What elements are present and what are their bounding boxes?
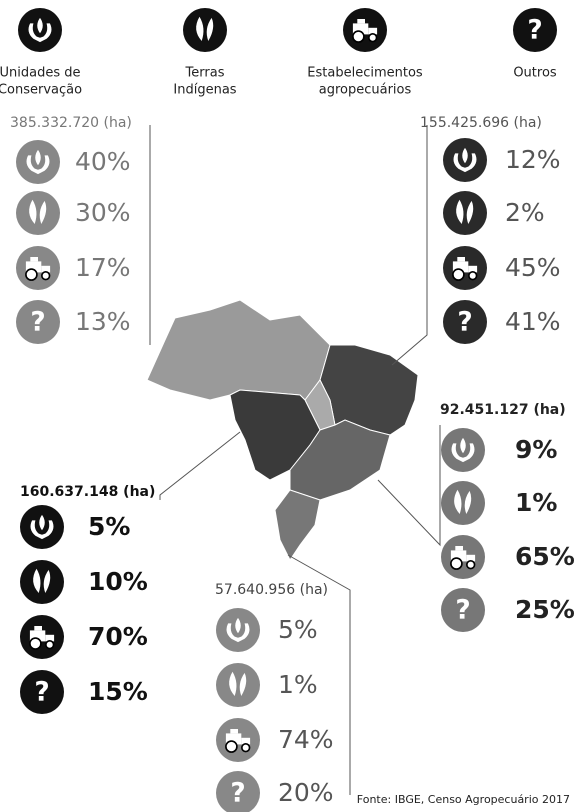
icon: ? — [441, 588, 485, 632]
legend-label: Terras — [185, 66, 225, 81]
icon — [441, 428, 485, 472]
legend-label: Indígenas — [173, 83, 236, 98]
icon: ? — [216, 771, 260, 812]
icon-circle — [513, 8, 557, 52]
icon — [16, 140, 60, 184]
region-area: 92.451.127 (ha) — [440, 402, 566, 418]
region-share: 5% — [278, 615, 318, 644]
icon — [20, 560, 64, 604]
icon-circle — [443, 300, 487, 344]
region-share: 13% — [75, 307, 131, 336]
icon-circle — [441, 588, 485, 632]
icon-circle — [216, 663, 260, 707]
icon — [16, 246, 60, 290]
icon-glyph: ? — [455, 595, 470, 626]
icon-circle — [183, 8, 227, 52]
icon-circle — [20, 560, 64, 604]
region-share: 1% — [278, 670, 318, 699]
connector — [391, 125, 428, 366]
icon-circle — [20, 670, 64, 714]
icon — [443, 191, 487, 235]
region-share: 10% — [88, 567, 148, 596]
region-share: 30% — [75, 198, 131, 227]
legend-label: Unidades de — [0, 66, 81, 81]
icon: ? — [443, 300, 487, 344]
icon: ? — [20, 670, 64, 714]
region-share: 12% — [505, 145, 561, 174]
icon-glyph: ? — [30, 307, 45, 338]
region-area: 155.425.696 (ha) — [420, 115, 542, 131]
icon-circle — [441, 481, 485, 525]
icon — [443, 138, 487, 182]
icon — [216, 608, 260, 652]
icon-circle — [16, 191, 60, 235]
icon — [441, 535, 485, 579]
icon — [216, 663, 260, 707]
icon — [441, 481, 485, 525]
map — [146, 299, 419, 561]
connector — [159, 431, 241, 500]
icon — [20, 615, 64, 659]
map-south — [274, 489, 321, 561]
icon-circle — [443, 191, 487, 235]
icon — [16, 191, 60, 235]
region-share: 70% — [88, 622, 148, 651]
region-share: 45% — [505, 253, 561, 282]
source: Fonte: IBGE, Censo Agropecuário 2017 — [357, 793, 570, 806]
icon-glyph: ? — [457, 307, 472, 338]
map-north — [146, 299, 331, 401]
map-southeast — [289, 419, 391, 501]
region-share: 40% — [75, 147, 131, 176]
legend-label: Outros — [513, 66, 557, 81]
region-share: 15% — [88, 677, 148, 706]
region-share: 2% — [505, 198, 545, 227]
icon-circle — [16, 300, 60, 344]
legend-label: Conservação — [0, 83, 82, 98]
icon-glyph: ? — [34, 677, 49, 708]
icon — [343, 8, 387, 52]
icon — [443, 246, 487, 290]
region-area: 160.637.148 (ha) — [20, 484, 155, 500]
region-share: 17% — [75, 253, 131, 282]
region-share: 5% — [88, 512, 130, 541]
region-share: 20% — [278, 778, 334, 807]
icon — [216, 718, 260, 762]
region-share: 74% — [278, 725, 334, 754]
icon — [20, 505, 64, 549]
region-area: 57.640.956 (ha) — [215, 582, 328, 598]
region-share: 1% — [515, 488, 557, 517]
icon: ? — [513, 8, 557, 52]
connector — [287, 554, 351, 795]
legend-label: agropecuários — [319, 83, 412, 98]
connector — [377, 425, 441, 547]
icon-glyph: ? — [230, 778, 245, 809]
region-area: 385.332.720 (ha) — [10, 115, 132, 131]
region-share: 41% — [505, 307, 561, 336]
icon — [18, 8, 62, 52]
icon-glyph: ? — [527, 15, 542, 46]
icon — [183, 8, 227, 52]
connectors — [149, 125, 441, 795]
icon: ? — [16, 300, 60, 344]
region-share: 25% — [515, 595, 575, 624]
region-share: 9% — [515, 435, 557, 464]
region-share: 65% — [515, 542, 575, 571]
icon-circle — [216, 771, 260, 812]
legend-label: Estabelecimentos — [307, 66, 423, 81]
